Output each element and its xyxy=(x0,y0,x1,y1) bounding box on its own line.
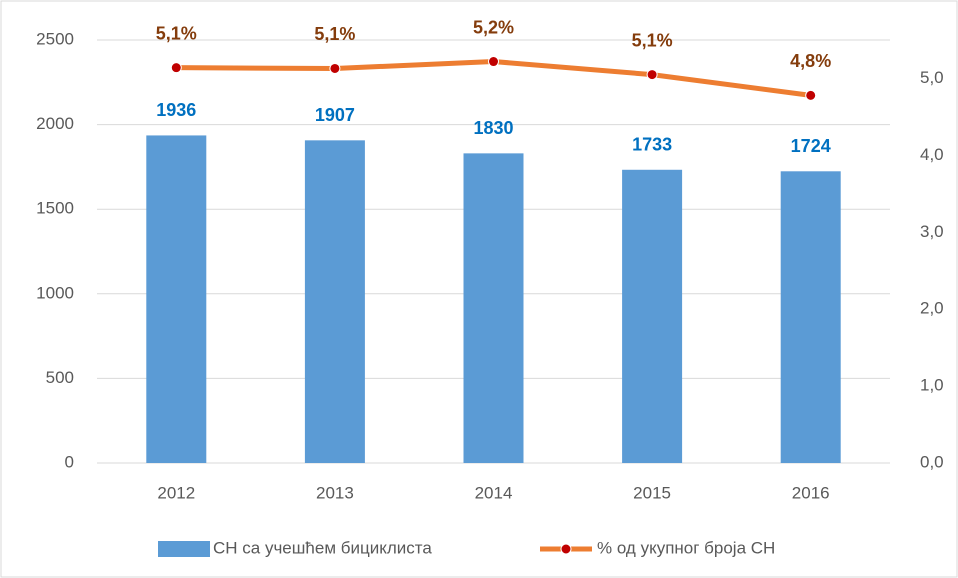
y2-tick-label: 4,0 xyxy=(920,145,944,164)
line-marker xyxy=(488,56,499,68)
x-tick-label: 2015 xyxy=(633,483,671,502)
y2-tick-label: 2,0 xyxy=(920,299,944,318)
y-tick-label: 500 xyxy=(46,368,74,387)
y2-tick-label: 5,0 xyxy=(920,68,944,87)
line-value-label: 5,2% xyxy=(473,17,514,37)
legend-swatch xyxy=(158,541,210,557)
bar xyxy=(146,135,207,463)
x-tick-label: 2014 xyxy=(475,483,513,502)
y-tick-label: 1500 xyxy=(36,199,74,218)
bar-value-label: 1724 xyxy=(791,136,831,156)
line-value-label: 5,1% xyxy=(156,23,197,43)
bar xyxy=(622,169,683,463)
legend-marker xyxy=(560,543,572,555)
y-tick-label: 0 xyxy=(65,452,74,471)
y-tick-label: 2000 xyxy=(36,114,74,133)
line-marker xyxy=(805,89,817,101)
legend-label: СН са учешћем бициклиста xyxy=(213,538,432,557)
line-value-label: 5,1% xyxy=(314,24,355,44)
x-tick-label: 2013 xyxy=(316,483,354,502)
x-tick-label: 2012 xyxy=(157,483,195,502)
bar-value-label: 1830 xyxy=(473,118,513,138)
bar xyxy=(304,140,365,463)
bar-value-label: 1907 xyxy=(315,105,355,125)
bar xyxy=(463,153,524,463)
bar-value-label: 1733 xyxy=(632,135,672,155)
legend-label: % од укупног броја СН xyxy=(597,538,775,557)
bar-value-label: 1936 xyxy=(156,100,196,120)
line-value-label: 4,8% xyxy=(790,51,831,71)
bar xyxy=(780,171,841,463)
y2-tick-label: 1,0 xyxy=(920,376,944,395)
line-marker xyxy=(646,69,658,81)
line-value-label: 5,1% xyxy=(632,30,673,50)
line-marker xyxy=(329,62,341,74)
y-tick-label: 1000 xyxy=(36,283,74,302)
line-marker xyxy=(170,62,182,74)
y2-tick-label: 0,0 xyxy=(920,452,944,471)
x-tick-label: 2016 xyxy=(792,483,830,502)
y2-tick-label: 3,0 xyxy=(920,222,944,241)
y-tick-label: 2500 xyxy=(36,29,74,48)
